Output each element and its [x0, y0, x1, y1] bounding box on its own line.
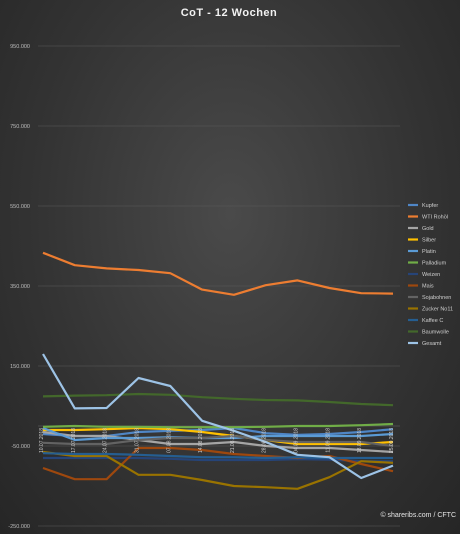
legend-entry: WTI Rohöl [422, 215, 448, 221]
x-tick-label: 17.07.2018 [71, 428, 77, 453]
x-tick-label: 28.08.2018 [262, 428, 268, 453]
series-line [42, 434, 394, 448]
x-tick-label: 14.08.2018 [198, 428, 204, 453]
y-tick-label: -50.000 [11, 444, 30, 450]
x-tick-label: 31.07.2018 [134, 428, 140, 453]
legend-entry: Kupfer [422, 203, 438, 209]
y-tick-label: 750.000 [10, 124, 30, 130]
legend: Kupfer WTI Rohöl Gold Silber Platin Palladium… [408, 203, 453, 347]
legend-entry: Gesamt [422, 341, 442, 347]
legend-entry: Palladium [422, 261, 447, 267]
x-tick-label: 18.09.2018 [357, 428, 363, 453]
y-tick-label: 150.000 [10, 364, 30, 370]
series-line [42, 251, 394, 296]
x-tick-label: 25.09.2018 [389, 428, 395, 453]
legend-entry: Kaffee C [422, 318, 443, 324]
x-tick-label: 04.09.2018 [294, 428, 300, 453]
series-line [42, 422, 394, 429]
x-tick-label: 07.08.2018 [166, 428, 172, 453]
x-tick-label: 24.07.2018 [103, 428, 109, 453]
legend-entry: Platin [422, 249, 436, 255]
legend-entry: Silber [422, 238, 436, 244]
x-tick-label: 10.07.2018 [39, 428, 45, 453]
series-line [42, 452, 393, 460]
legend-entry: Baumwolle [422, 330, 449, 336]
legend-entry: Zucker No11 [422, 307, 453, 313]
x-tick-label: 11.09.2018 [325, 428, 331, 453]
series-line [42, 450, 394, 490]
y-tick-label: 350.000 [10, 284, 30, 290]
y-tick-label: -250.000 [8, 524, 30, 530]
chart-title: CoT - 12 Wochen [181, 7, 278, 19]
y-tick-label: 950.000 [10, 44, 30, 50]
series-line [42, 430, 394, 454]
x-axis: 10.07.2018 17.07.2018 24.07.2018 31.07.2018… [39, 428, 395, 453]
legend-entry: Gold [422, 226, 434, 232]
series-lines [42, 251, 394, 490]
series-line [42, 392, 394, 407]
x-tick-label: 21.08.2018 [230, 428, 236, 453]
legend-entry: Sojabohnen [422, 295, 451, 301]
y-tick-label: 550.000 [10, 204, 30, 210]
y-axis: -250.000 -50.000 150.000 350.000 550.000 750.… [8, 44, 30, 530]
source-credit: © shareribs.com / CFTC [380, 511, 456, 519]
series-line [43, 426, 394, 446]
legend-entry: Mais [422, 284, 434, 290]
series-line [42, 353, 394, 480]
legend-entry: Weizen [422, 272, 440, 278]
gridlines [38, 45, 400, 527]
